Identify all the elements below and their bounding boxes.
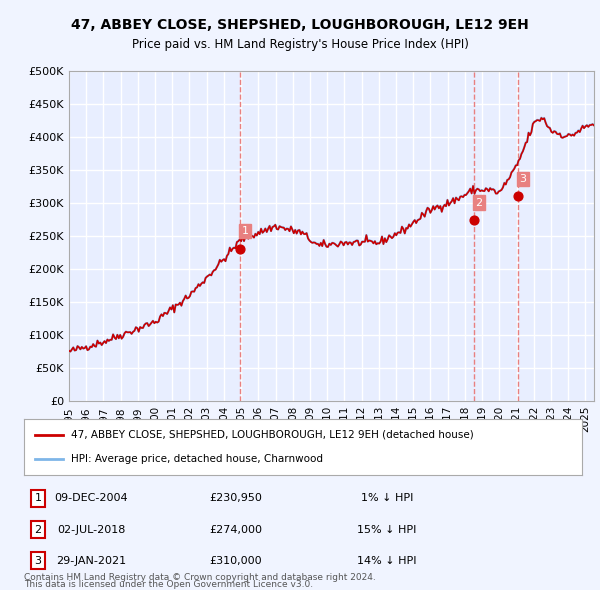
Text: 14% ↓ HPI: 14% ↓ HPI — [357, 556, 416, 566]
Text: This data is licensed under the Open Government Licence v3.0.: This data is licensed under the Open Gov… — [24, 581, 313, 589]
Text: 09-DEC-2004: 09-DEC-2004 — [54, 493, 128, 503]
Text: 1: 1 — [34, 493, 41, 503]
Text: 1% ↓ HPI: 1% ↓ HPI — [361, 493, 413, 503]
Point — [513, 192, 523, 201]
Text: 47, ABBEY CLOSE, SHEPSHED, LOUGHBOROUGH, LE12 9EH (detached house): 47, ABBEY CLOSE, SHEPSHED, LOUGHBOROUGH,… — [71, 430, 474, 440]
Point — [235, 244, 245, 253]
Text: Contains HM Land Registry data © Crown copyright and database right 2024.: Contains HM Land Registry data © Crown c… — [24, 573, 376, 582]
Text: 29-JAN-2021: 29-JAN-2021 — [56, 556, 126, 566]
Text: Price paid vs. HM Land Registry's House Price Index (HPI): Price paid vs. HM Land Registry's House … — [131, 38, 469, 51]
Text: 15% ↓ HPI: 15% ↓ HPI — [357, 525, 416, 535]
Text: 1: 1 — [242, 226, 248, 236]
Text: 47, ABBEY CLOSE, SHEPSHED, LOUGHBOROUGH, LE12 9EH: 47, ABBEY CLOSE, SHEPSHED, LOUGHBOROUGH,… — [71, 18, 529, 32]
Text: £230,950: £230,950 — [209, 493, 262, 503]
Point — [469, 215, 478, 225]
Text: £274,000: £274,000 — [209, 525, 263, 535]
Text: £310,000: £310,000 — [210, 556, 262, 566]
Text: 3: 3 — [34, 556, 41, 566]
Text: 2: 2 — [475, 198, 482, 208]
Text: HPI: Average price, detached house, Charnwood: HPI: Average price, detached house, Char… — [71, 454, 323, 464]
Text: 3: 3 — [520, 174, 527, 184]
Text: 02-JUL-2018: 02-JUL-2018 — [57, 525, 125, 535]
Text: 2: 2 — [34, 525, 41, 535]
